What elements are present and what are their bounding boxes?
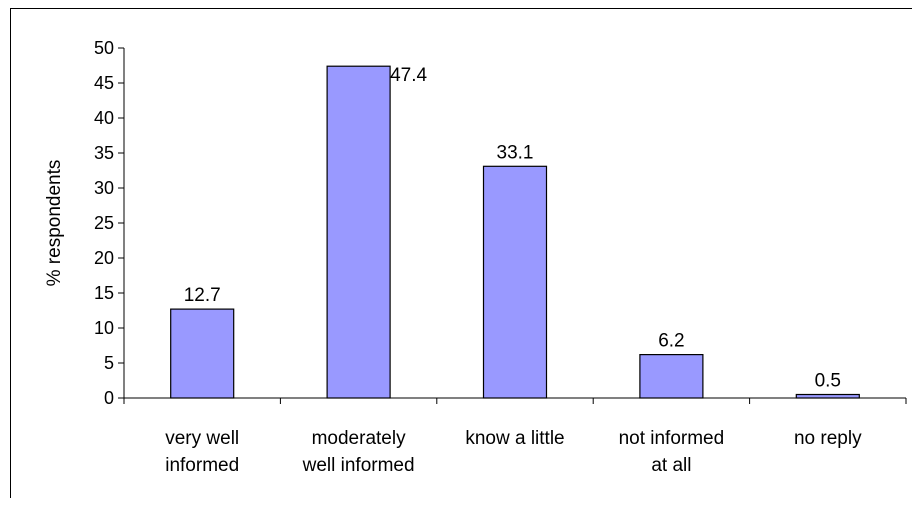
x-category-label-line: informed	[165, 455, 239, 476]
x-category-label: no reply	[794, 428, 862, 449]
bar	[795, 393, 860, 399]
data-label: 33.1	[497, 142, 534, 163]
x-category-label-line: very well	[165, 428, 239, 449]
x-axis: very well informed moderately well informed…	[123, 397, 907, 476]
y-axis-title: % respondents	[44, 160, 65, 287]
x-category-label-line: not informed	[619, 428, 725, 449]
data-label: 6.2	[658, 331, 684, 352]
x-category-label-line: know a little	[465, 428, 564, 449]
x-category-label: know a little	[465, 428, 564, 449]
y-tick-label: 40	[94, 108, 114, 128]
bar	[639, 354, 704, 399]
y-tick-label: 15	[94, 283, 114, 303]
x-category-label: moderately well informed	[302, 428, 415, 476]
x-category-label: not informed at all	[619, 428, 725, 476]
x-category-label-line: no reply	[794, 428, 862, 449]
data-label: 12.7	[184, 285, 221, 306]
y-axis: 0 5 10 15 20 25 30 35 40 45 50	[94, 38, 125, 408]
y-tick-label: 25	[94, 213, 114, 233]
x-category-label: very well informed	[165, 428, 239, 476]
bar	[326, 65, 391, 399]
data-labels: 12.7 47.4 33.1 6.2 0.5	[184, 65, 841, 391]
y-tick-label: 50	[94, 38, 114, 58]
bar	[482, 165, 548, 399]
data-label: 0.5	[815, 371, 841, 392]
y-tick-label: 30	[94, 178, 114, 198]
bar	[170, 308, 235, 399]
y-tick-label: 10	[94, 318, 114, 338]
x-category-label-line: well informed	[302, 455, 415, 476]
chart-frame	[10, 8, 912, 498]
y-tick-label: 35	[94, 143, 114, 163]
y-tick-label: 20	[94, 248, 114, 268]
bars	[170, 65, 860, 399]
y-tick-label: 45	[94, 73, 114, 93]
y-tick-label: 0	[104, 388, 114, 408]
y-tick-label: 5	[104, 353, 114, 373]
data-label: 47.4	[390, 65, 427, 86]
x-category-label-line: moderately	[312, 428, 406, 449]
x-category-label-line: at all	[651, 455, 691, 476]
